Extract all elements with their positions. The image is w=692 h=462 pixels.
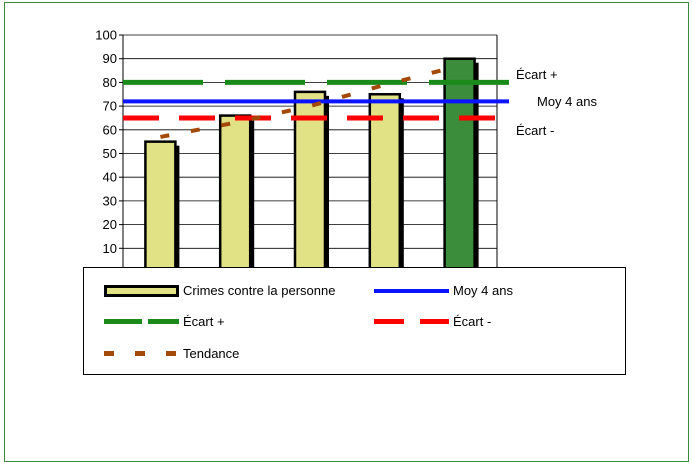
legend: Crimes contre la personne Moy 4 ans Écar…	[83, 267, 626, 375]
label-moy-4-ans: Moy 4 ans	[537, 94, 597, 109]
legend-item-ecart-plus: Écart +	[104, 314, 225, 329]
legend-item-crimes: Crimes contre la personne	[104, 283, 335, 298]
bar	[218, 114, 252, 274]
y-tick-label: 50	[103, 146, 117, 161]
legend-swatch-tendance	[104, 351, 179, 356]
y-tick-label: 100	[95, 28, 117, 43]
legend-item-moy: Moy 4 ans	[374, 283, 513, 298]
legend-item-tendance: Tendance	[104, 346, 239, 361]
bar	[293, 90, 327, 274]
y-tick-label: 90	[103, 51, 117, 66]
y-tick-label: 40	[103, 170, 117, 185]
legend-label-crimes: Crimes contre la personne	[183, 283, 336, 298]
y-tick-label: 80	[103, 75, 117, 90]
bar	[443, 57, 476, 274]
legend-swatch-ecart-minus	[374, 319, 449, 324]
reference-lines	[123, 63, 509, 139]
y-tick-label: 60	[103, 122, 117, 137]
label-ecart-minus: Écart -	[516, 123, 554, 138]
legend-label-ecart-plus: Écart +	[183, 314, 225, 329]
y-tick-label: 10	[103, 241, 117, 256]
bar	[144, 140, 177, 274]
bars	[144, 57, 479, 274]
line-tendance	[160, 63, 461, 139]
legend-swatch-moy	[374, 288, 449, 293]
label-ecart-plus: Écart +	[516, 67, 558, 82]
legend-label-moy: Moy 4 ans	[453, 283, 513, 298]
y-tick-label: 20	[103, 217, 117, 232]
legend-item-ecart-minus: Écart -	[374, 314, 491, 329]
bar	[368, 93, 402, 274]
legend-swatch-ecart-plus	[104, 319, 179, 324]
legend-label-ecart-minus: Écart -	[453, 314, 492, 329]
y-tick-label: 30	[103, 193, 117, 208]
y-tick-label: 70	[103, 99, 117, 114]
legend-label-tendance: Tendance	[183, 346, 240, 361]
legend-swatch-bar	[104, 284, 179, 297]
y-axis: 0102030405060708090100	[95, 28, 117, 280]
